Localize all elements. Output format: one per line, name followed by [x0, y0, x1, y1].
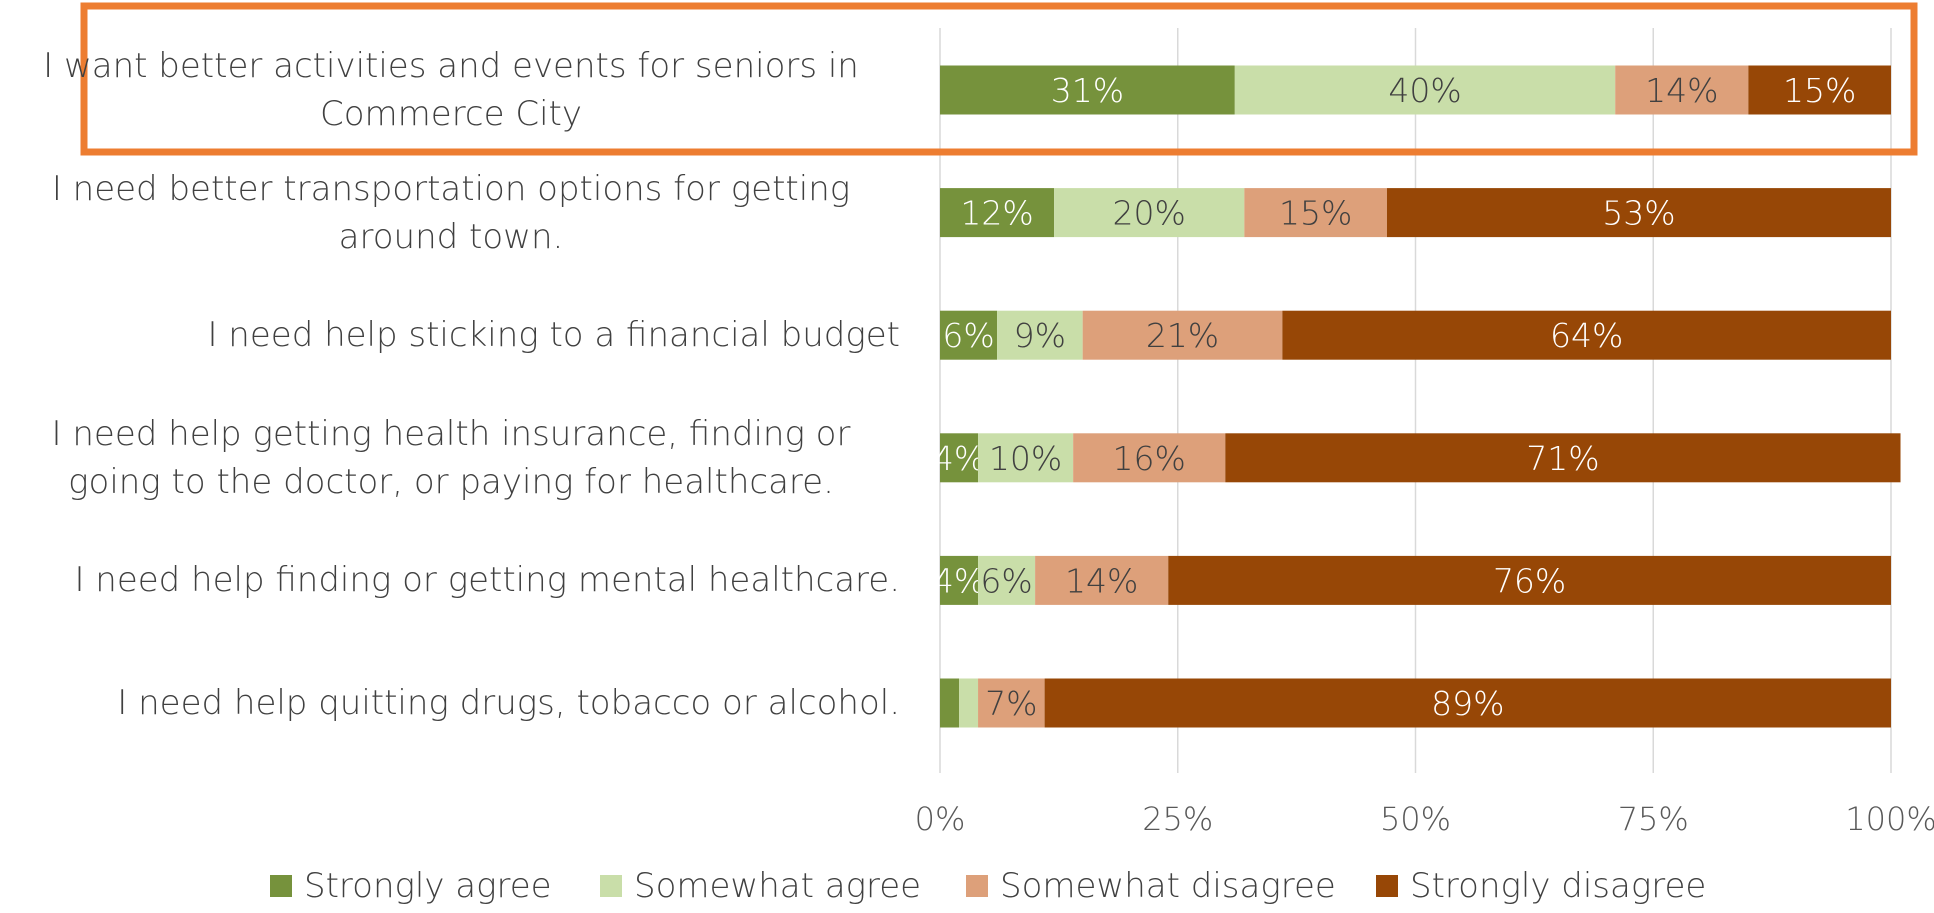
data-label: 7%: [985, 684, 1037, 723]
data-label: 64%: [1550, 316, 1623, 355]
bar-segment: [1082, 310, 1283, 360]
bar-segment: [1282, 310, 1891, 360]
x-tick-label: 75%: [1618, 800, 1689, 838]
x-tick-label: 25%: [1142, 800, 1213, 838]
data-label: 31%: [1051, 71, 1124, 110]
bar-segment: [940, 555, 979, 605]
data-label: 10%: [989, 439, 1062, 478]
x-tick-label: 50%: [1380, 800, 1451, 838]
legend-swatch: [270, 875, 292, 897]
bar-segment: [940, 188, 1055, 238]
x-tick-label: 100%: [1845, 800, 1934, 838]
data-label: 20%: [1113, 194, 1186, 233]
legend-item: Somewhat disagree: [966, 866, 1336, 906]
category-label: I want better activities and events for …: [43, 46, 859, 134]
data-label: 4%: [933, 439, 985, 478]
category-label: I need better transportation options for…: [51, 168, 851, 257]
legend-swatch: [1376, 875, 1398, 897]
legend-swatch: [600, 875, 622, 897]
bar-segment: [940, 678, 960, 728]
bar-segment: [1244, 188, 1387, 238]
bar-segment: [940, 310, 998, 360]
legend-item: Strongly agree: [270, 866, 552, 906]
bar-segment: [978, 555, 1036, 605]
data-label: 21%: [1146, 316, 1219, 355]
data-label: 12%: [960, 194, 1033, 233]
data-label: 6%: [942, 316, 994, 355]
data-label: 4%: [933, 561, 985, 600]
data-label: 40%: [1388, 71, 1461, 110]
legend-label: Strongly agree: [304, 866, 552, 906]
category-label: I need help finding or getting mental he…: [74, 560, 900, 601]
legend-item: Somewhat agree: [600, 866, 921, 906]
bar-segment: [1386, 188, 1891, 238]
data-label: 53%: [1602, 194, 1675, 233]
bar-segment: [1748, 65, 1891, 115]
data-label: 6%: [980, 561, 1032, 600]
bar-segment: [1054, 188, 1245, 238]
bar-segment: [1044, 678, 1891, 728]
legend-label: Strongly disagree: [1410, 866, 1707, 906]
data-label: 16%: [1113, 439, 1186, 478]
data-label: 14%: [1645, 71, 1718, 110]
bar-segment: [940, 433, 979, 483]
legend-label: Somewhat disagree: [1000, 866, 1336, 906]
bar-segment: [1073, 433, 1226, 483]
data-label: 14%: [1065, 561, 1138, 600]
bar-segment: [978, 678, 1045, 728]
data-label: 89%: [1431, 684, 1504, 723]
bar-segment: [997, 310, 1083, 360]
data-label: 76%: [1493, 561, 1566, 600]
bar-segment: [978, 433, 1074, 483]
x-tick-label: 0%: [915, 800, 966, 838]
data-label: 9%: [1014, 316, 1066, 355]
data-label: 15%: [1279, 194, 1352, 233]
data-label: 71%: [1526, 439, 1599, 478]
bar-segment: [1035, 555, 1169, 605]
legend-item: Strongly disagree: [1376, 866, 1706, 906]
legend-swatch: [966, 875, 988, 897]
category-label: I need help quitting drugs, tobacco or a…: [117, 683, 900, 723]
bar-segment: [940, 65, 1235, 115]
data-label: 15%: [1783, 71, 1856, 110]
bar-segment: [1234, 65, 1616, 115]
category-label: I need help sticking to a financial budg…: [207, 315, 900, 356]
legend: Strongly agree Somewhat agree Somewhat dis…: [0, 866, 1934, 912]
bar-segment: [1615, 65, 1749, 115]
bar-segment: [1168, 555, 1891, 605]
bar-segment: [959, 678, 979, 728]
legend-label: Somewhat agree: [634, 866, 922, 906]
category-label: I need help getting health insurance, fi…: [51, 413, 851, 502]
highlight-box: [80, 2, 1918, 156]
bar-segment: [1225, 433, 1901, 483]
